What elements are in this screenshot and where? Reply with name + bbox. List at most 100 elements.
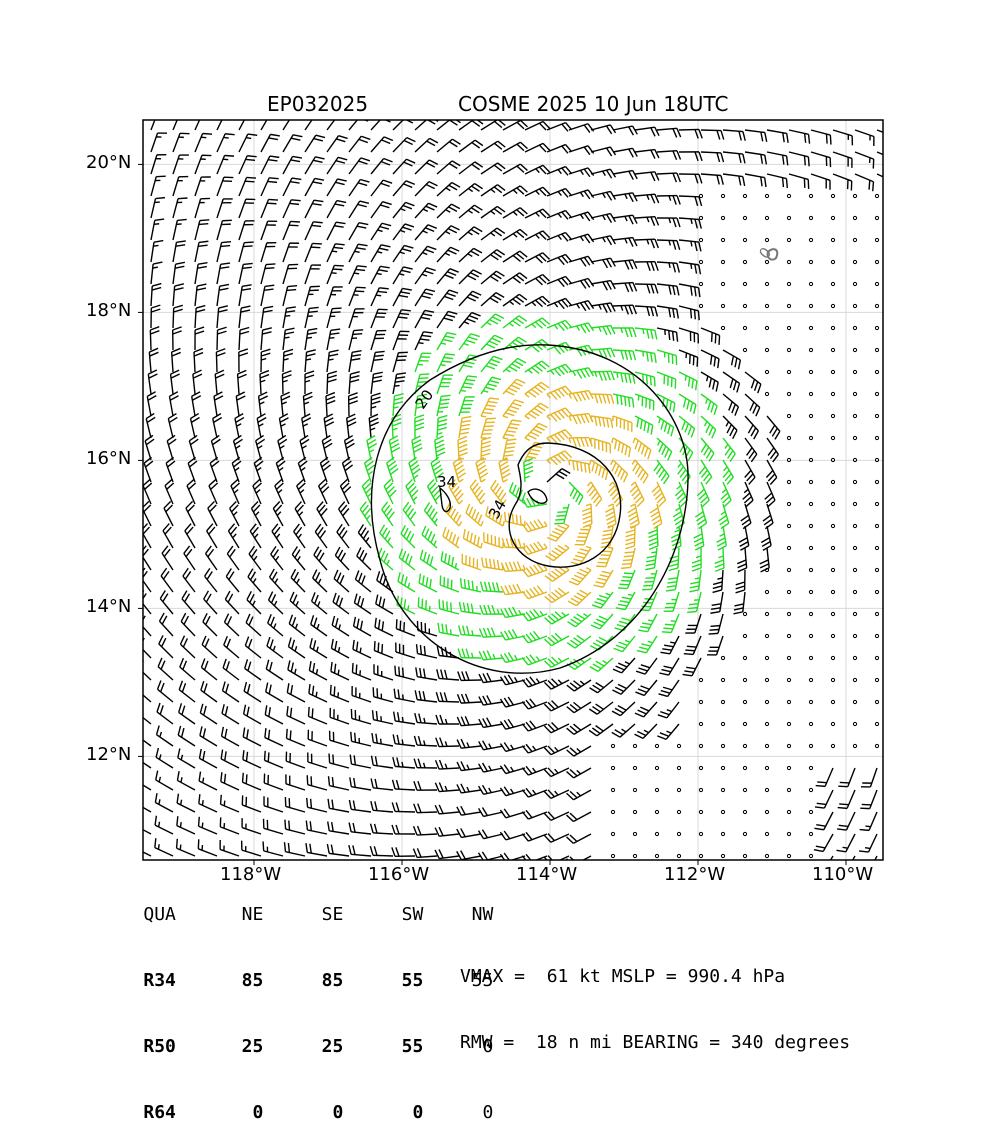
wind-barb xyxy=(613,394,634,408)
calm-dot xyxy=(875,546,878,549)
calm-dot xyxy=(809,480,812,483)
wind-barb xyxy=(415,138,438,152)
wind-barb xyxy=(371,266,390,284)
wind-barb xyxy=(635,284,658,293)
wind-barb xyxy=(701,350,719,368)
wind-barb xyxy=(745,394,760,416)
lat-tick-label: 18°N xyxy=(86,300,131,321)
wind-barb xyxy=(414,804,437,813)
wind-barb xyxy=(613,416,632,432)
wind-barb xyxy=(701,152,724,162)
wind-barb xyxy=(226,569,239,592)
calm-dot xyxy=(787,568,790,571)
wind-barb xyxy=(459,376,477,394)
wind-barb xyxy=(403,502,416,526)
wind-barb xyxy=(173,177,188,196)
wind-barb xyxy=(613,372,635,384)
wind-barb xyxy=(459,334,480,350)
wind-barb xyxy=(327,136,348,152)
wind-barb xyxy=(276,457,285,482)
calm-dot xyxy=(831,524,834,527)
calm-dot xyxy=(743,678,746,681)
calm-dot xyxy=(809,832,812,835)
wind-barb xyxy=(566,834,591,843)
calm-dot xyxy=(765,744,768,747)
wind-barb xyxy=(380,525,393,548)
wind-barb xyxy=(302,414,311,438)
wind-barb xyxy=(330,685,349,702)
calm-dot xyxy=(699,854,702,857)
wind-barb xyxy=(148,370,157,394)
wind-barb xyxy=(358,524,371,548)
wind-barb xyxy=(437,139,460,152)
calm-dot xyxy=(809,788,812,791)
wind-barb xyxy=(415,353,431,372)
calm-dot xyxy=(831,216,834,219)
wind-barb xyxy=(569,256,594,266)
wind-barb xyxy=(337,524,349,548)
wind-barb xyxy=(295,502,305,526)
wind-barb xyxy=(138,613,151,636)
wind-barb xyxy=(300,435,309,460)
wind-barb xyxy=(283,286,297,306)
calm-dot xyxy=(809,722,812,725)
calm-dot xyxy=(853,480,856,483)
wind-barb xyxy=(458,694,481,703)
wind-barb xyxy=(679,350,698,367)
calm-dot xyxy=(809,744,812,747)
wind-barb xyxy=(635,262,658,271)
wind-barb xyxy=(231,479,240,504)
calm-dot xyxy=(809,854,812,857)
wind-barb xyxy=(271,546,283,570)
wind-barb xyxy=(177,771,195,790)
wind-barb xyxy=(480,628,503,638)
wind-barb xyxy=(414,759,437,768)
wind-barb xyxy=(679,152,702,161)
wind-barb xyxy=(503,420,521,439)
calm-dot xyxy=(765,590,768,593)
lat-tick-label: 16°N xyxy=(86,448,131,469)
wind-barb xyxy=(545,588,569,602)
calm-dot xyxy=(743,326,746,329)
wind-barb xyxy=(699,460,711,484)
calm-dot xyxy=(853,370,856,373)
wind-barb xyxy=(723,416,737,439)
calm-dot xyxy=(765,568,768,571)
wind-barb xyxy=(435,805,459,814)
calm-dot xyxy=(765,634,768,637)
wind-barb xyxy=(189,435,198,460)
wind-barb xyxy=(569,391,593,402)
wind-barb xyxy=(349,309,365,328)
calm-dot xyxy=(831,282,834,285)
wind-barb xyxy=(645,548,657,570)
calm-dot xyxy=(743,744,746,747)
wind-barb xyxy=(591,125,616,134)
calm-dot xyxy=(875,348,878,351)
wind-barb xyxy=(635,150,659,159)
calm-dot xyxy=(633,854,636,857)
wind-barb xyxy=(601,526,613,547)
calm-dot xyxy=(787,722,790,725)
wind-barb xyxy=(242,795,261,812)
wind-barb xyxy=(545,612,569,624)
wind-barb xyxy=(324,414,334,438)
calm-dot xyxy=(611,788,614,791)
wind-barb xyxy=(181,613,195,636)
wind-barb xyxy=(437,183,460,196)
calm-dot xyxy=(743,304,746,307)
calm-dot xyxy=(831,260,834,263)
calm-dot xyxy=(787,788,790,791)
wind-barb xyxy=(172,348,181,372)
wind-barb xyxy=(261,178,279,196)
wind-barb xyxy=(223,682,239,702)
wind-barb xyxy=(261,328,272,350)
calm-dot xyxy=(875,524,878,527)
wind-barb xyxy=(355,571,371,592)
wind-barb xyxy=(616,592,635,610)
calm-dot xyxy=(633,810,636,813)
wind-barb xyxy=(351,732,371,746)
wind-barb xyxy=(569,345,593,356)
wind-barb xyxy=(272,524,283,548)
wind-barb xyxy=(522,744,547,753)
